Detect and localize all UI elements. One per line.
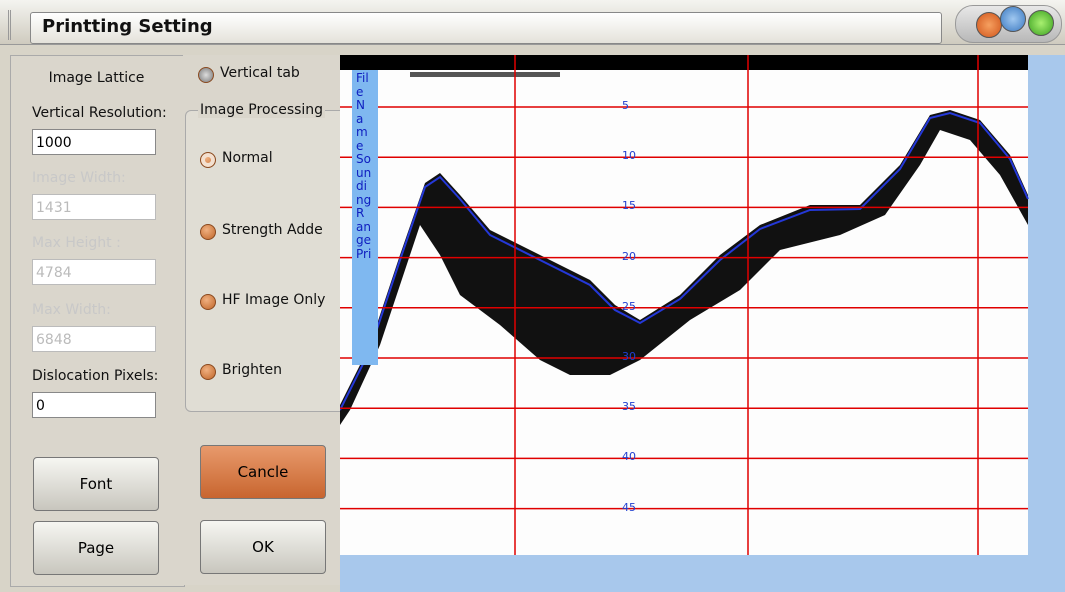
minimize-button[interactable] (976, 12, 1002, 38)
checkbox[interactable] (198, 67, 214, 83)
depth-label: 20 (622, 249, 636, 263)
side-label-line: Fil (356, 71, 369, 85)
radio-button[interactable] (200, 294, 216, 310)
radio-label: Normal (222, 150, 273, 166)
radio-button[interactable] (200, 364, 216, 380)
grip (8, 10, 21, 40)
panel-heading: Image Lattice (48, 70, 145, 86)
field-label: Image Width: (32, 170, 126, 186)
seabed-echo (340, 110, 1028, 425)
depth-label: 5 (622, 99, 629, 112)
side-label-line: e (356, 138, 364, 153)
depth-label: 25 (622, 299, 636, 313)
echogram (340, 55, 1029, 555)
radio-button[interactable] (200, 152, 216, 168)
side-label-line: ng (356, 192, 372, 207)
text-input: 1431 (32, 194, 156, 220)
button[interactable]: Cancle (200, 445, 326, 499)
button-label: Cancle (237, 463, 289, 481)
depth-label: 40 (622, 450, 636, 464)
depth-label: 15 (622, 199, 636, 213)
side-label-line: So (356, 152, 371, 166)
field-label: Max Height : (32, 235, 121, 251)
side-label-line: N (356, 98, 365, 112)
scroll-mark (410, 72, 560, 77)
depth-label: 35 (622, 400, 636, 414)
text-input: 6848 (32, 326, 156, 352)
side-label-line: ge (356, 233, 371, 247)
text-input: 4784 (32, 259, 156, 285)
side-label-line: e (356, 84, 364, 99)
radio-label: HF Image Only (222, 292, 326, 308)
title-box (30, 12, 942, 44)
field-label: Vertical Resolution: (32, 105, 167, 121)
side-label-line: a (356, 111, 364, 126)
checkbox-label: Vertical tab (220, 65, 300, 81)
bottom-trace (340, 111, 1029, 411)
side-label-line: m (356, 125, 368, 139)
button[interactable]: Page (33, 521, 159, 575)
window-title: Printting Setting (42, 16, 213, 37)
field-label: Dislocation Pixels: (32, 368, 159, 384)
grid (514, 55, 979, 555)
top-bar (340, 55, 1028, 70)
radio-label: Strength Adde (222, 222, 323, 238)
text-input[interactable]: 1000 (32, 129, 156, 155)
button[interactable]: OK (200, 520, 326, 574)
restore-button[interactable] (1000, 6, 1026, 32)
button[interactable]: Font (33, 457, 159, 511)
depth-label: 30 (622, 350, 636, 363)
radio-button[interactable] (200, 224, 216, 240)
close-button[interactable] (1028, 10, 1054, 36)
field-label: Max Width: (32, 302, 111, 318)
side-label-line: R (356, 206, 365, 220)
text-input[interactable]: 0 (32, 392, 156, 418)
side-label-line: Pri (356, 246, 372, 261)
side-label-line: un (356, 165, 372, 180)
radio-label: Brighten (222, 362, 282, 378)
side-label-box (352, 70, 378, 365)
depth-label: 10 (622, 149, 636, 163)
button-label: Font (79, 475, 113, 493)
side-label-line: di (356, 179, 367, 193)
button-label: OK (252, 538, 274, 556)
side-label-line: an (356, 219, 371, 234)
button-label: Page (77, 539, 115, 557)
depth-label: 45 (622, 500, 636, 514)
group-title: Image Processing (198, 102, 326, 118)
